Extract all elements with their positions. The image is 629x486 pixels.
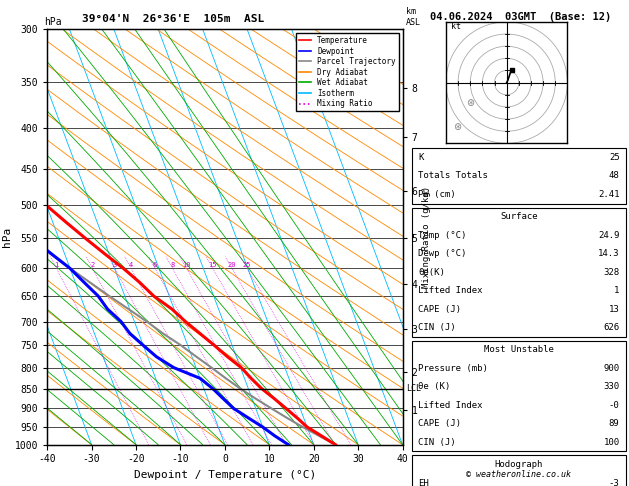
Text: kt: kt — [451, 22, 461, 31]
Text: $\circledast$: $\circledast$ — [454, 121, 463, 132]
Text: Dewp (°C): Dewp (°C) — [418, 249, 467, 258]
Text: 24.9: 24.9 — [598, 231, 620, 240]
Y-axis label: Mixing Ratio (g/kg): Mixing Ratio (g/kg) — [421, 186, 431, 288]
Text: 15: 15 — [208, 262, 217, 268]
Text: 626: 626 — [603, 323, 620, 332]
Text: K: K — [418, 153, 424, 162]
Text: EH: EH — [418, 479, 429, 486]
Text: 20: 20 — [228, 262, 237, 268]
Text: Hodograph: Hodograph — [495, 460, 543, 469]
Text: 13: 13 — [609, 305, 620, 313]
Text: 2: 2 — [91, 262, 94, 268]
Text: 10: 10 — [182, 262, 191, 268]
Text: 25: 25 — [609, 153, 620, 162]
Text: 1: 1 — [54, 262, 58, 268]
Text: θe (K): θe (K) — [418, 382, 450, 391]
Text: CIN (J): CIN (J) — [418, 323, 456, 332]
Text: 328: 328 — [603, 268, 620, 277]
Text: Surface: Surface — [500, 212, 538, 221]
Y-axis label: hPa: hPa — [2, 227, 12, 247]
X-axis label: Dewpoint / Temperature (°C): Dewpoint / Temperature (°C) — [134, 470, 316, 480]
Text: Temp (°C): Temp (°C) — [418, 231, 467, 240]
Text: 6: 6 — [153, 262, 157, 268]
Text: PW (cm): PW (cm) — [418, 190, 456, 199]
Text: CAPE (J): CAPE (J) — [418, 419, 461, 428]
Text: θe(K): θe(K) — [418, 268, 445, 277]
Text: 3: 3 — [113, 262, 117, 268]
Text: © weatheronline.co.uk: © weatheronline.co.uk — [467, 469, 571, 479]
Text: $\circledast$: $\circledast$ — [465, 97, 475, 107]
Text: -3: -3 — [609, 479, 620, 486]
Legend: Temperature, Dewpoint, Parcel Trajectory, Dry Adiabat, Wet Adiabat, Isotherm, Mi: Temperature, Dewpoint, Parcel Trajectory… — [296, 33, 399, 111]
Text: 900: 900 — [603, 364, 620, 373]
Text: CAPE (J): CAPE (J) — [418, 305, 461, 313]
Text: 100: 100 — [603, 438, 620, 447]
Text: -0: -0 — [609, 401, 620, 410]
Text: 330: 330 — [603, 382, 620, 391]
Text: 1: 1 — [614, 286, 620, 295]
Text: Lifted Index: Lifted Index — [418, 401, 483, 410]
Text: 89: 89 — [609, 419, 620, 428]
Text: hPa: hPa — [44, 17, 62, 27]
Text: Pressure (mb): Pressure (mb) — [418, 364, 488, 373]
Text: CIN (J): CIN (J) — [418, 438, 456, 447]
Text: Totals Totals: Totals Totals — [418, 172, 488, 180]
Text: 2.41: 2.41 — [598, 190, 620, 199]
Text: 39°04'N  26°36'E  105m  ASL: 39°04'N 26°36'E 105m ASL — [82, 14, 264, 24]
Text: LCL: LCL — [406, 384, 421, 393]
Text: Lifted Index: Lifted Index — [418, 286, 483, 295]
Text: 14.3: 14.3 — [598, 249, 620, 258]
Text: 25: 25 — [243, 262, 252, 268]
Text: 04.06.2024  03GMT  (Base: 12): 04.06.2024 03GMT (Base: 12) — [430, 12, 611, 22]
Text: Most Unstable: Most Unstable — [484, 346, 554, 354]
Text: 8: 8 — [170, 262, 175, 268]
Text: 48: 48 — [609, 172, 620, 180]
Text: km
ASL: km ASL — [406, 7, 421, 27]
Text: 4: 4 — [129, 262, 133, 268]
